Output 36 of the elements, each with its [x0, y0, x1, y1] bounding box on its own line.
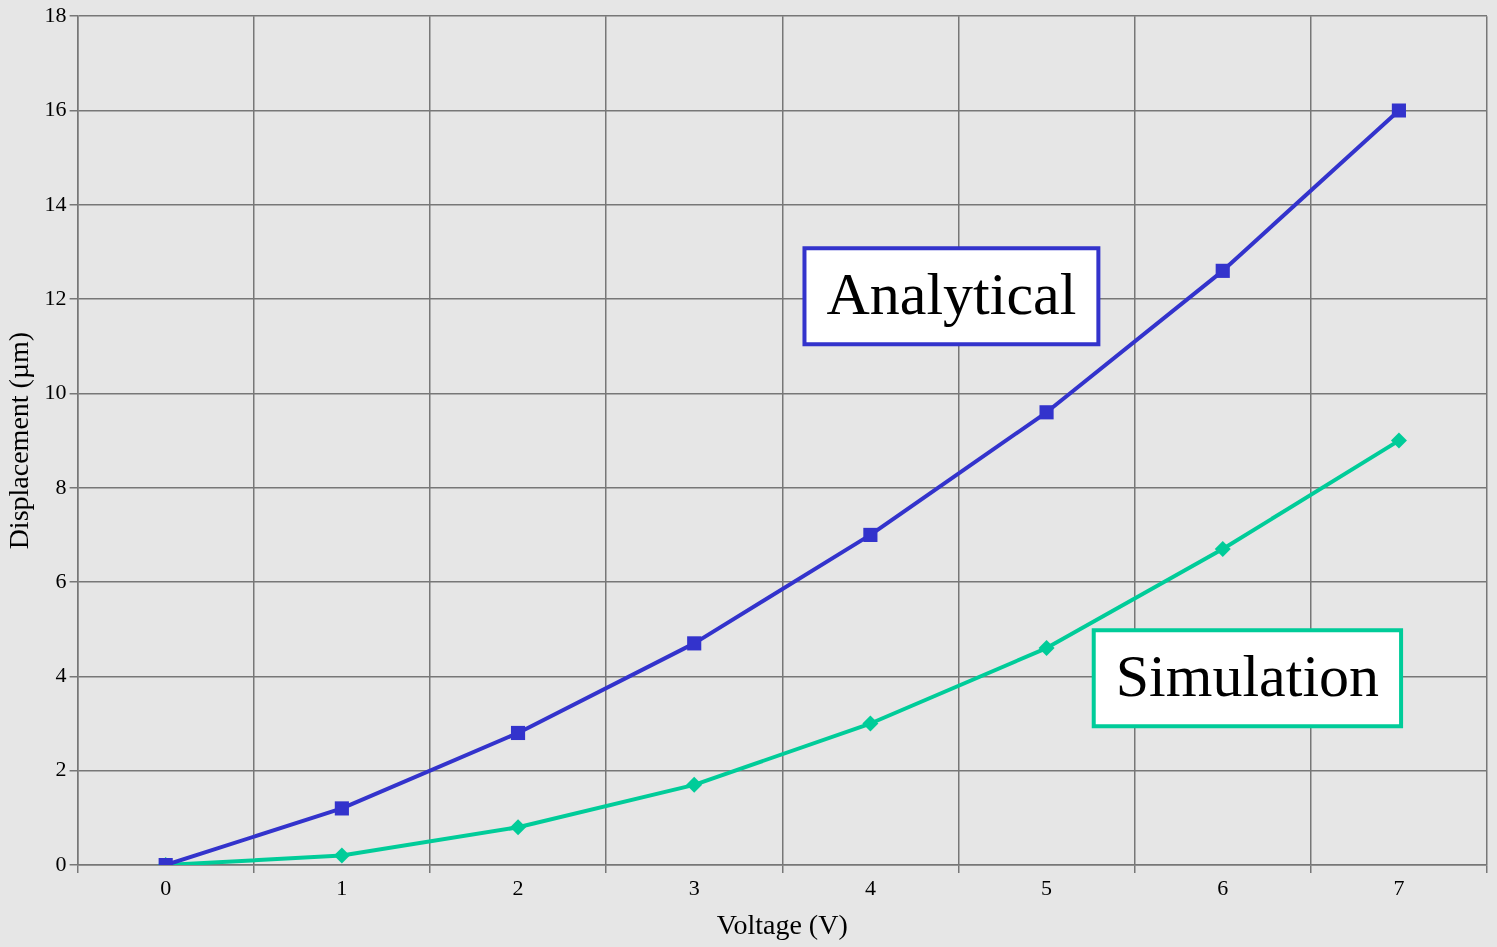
x-tick-label: 7: [1393, 874, 1405, 900]
y-tick-label: 12: [44, 284, 67, 310]
point: [333, 847, 350, 864]
x-axis-title: Voltage (V): [716, 908, 848, 940]
y-tick-label: 2: [55, 756, 67, 782]
x-tick-label: 1: [336, 874, 348, 900]
point: [1038, 640, 1055, 657]
series-label: Simulation: [1115, 643, 1380, 710]
point: [1214, 541, 1231, 558]
point: [863, 527, 878, 542]
point: [510, 819, 527, 836]
point: [1039, 405, 1054, 420]
x-tick-label: 4: [864, 874, 876, 900]
x-tick-label: 2: [512, 874, 524, 900]
point: [1215, 263, 1230, 278]
y-axis-title: Displacement (µm): [3, 331, 35, 550]
series-label: Analytical: [826, 261, 1077, 328]
y-tick-label: 6: [55, 567, 67, 593]
y-tick-label: 18: [44, 1, 67, 27]
x-tick-label: 3: [688, 874, 700, 900]
y-tick-label: 16: [44, 96, 67, 122]
point: [1391, 103, 1406, 118]
y-tick-label: 10: [44, 379, 67, 405]
y-tick-label: 14: [44, 190, 67, 216]
y-tick-label: 0: [55, 850, 67, 876]
y-tick-label: 8: [55, 473, 67, 499]
point: [510, 725, 526, 741]
x-tick-label: 5: [1041, 874, 1053, 900]
point: [686, 776, 703, 793]
x-tick-label: 0: [160, 874, 172, 900]
point: [862, 715, 879, 732]
point: [687, 636, 702, 651]
point: [334, 801, 349, 816]
y-tick-label: 4: [55, 662, 67, 688]
point: [1390, 432, 1407, 449]
x-tick-label: 6: [1217, 874, 1229, 900]
